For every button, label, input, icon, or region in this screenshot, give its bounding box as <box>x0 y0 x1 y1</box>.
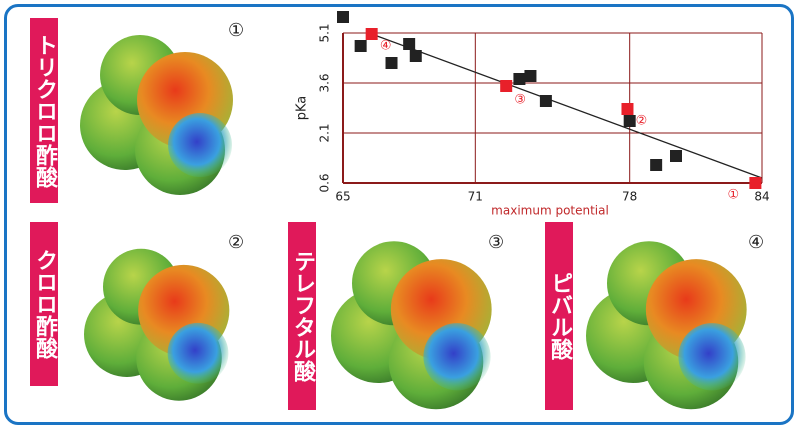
point <box>355 40 367 52</box>
point <box>749 177 761 189</box>
point <box>403 38 415 50</box>
chart: maximum potential pKa 0.6 2.1 3.6 5.1 65 71 78… <box>0 0 796 427</box>
x-tick-label: 78 <box>622 190 637 204</box>
x-tick-label: 71 <box>468 190 483 204</box>
y-tick-label: 5.1 <box>318 23 332 42</box>
point <box>366 28 378 40</box>
point-label: ③ <box>514 93 526 108</box>
point <box>337 11 349 23</box>
point <box>621 103 633 115</box>
point <box>386 57 398 69</box>
point <box>410 50 422 62</box>
x-axis-label: maximum potential <box>491 204 609 218</box>
point <box>524 70 536 82</box>
point <box>624 115 636 127</box>
point-label: ④ <box>380 39 392 54</box>
y-tick-label: 0.6 <box>318 173 332 192</box>
y-tick-label: 3.6 <box>318 73 332 92</box>
point-label: ① <box>728 188 740 203</box>
x-tick-label: 65 <box>335 190 350 204</box>
point-label: ② <box>636 114 648 129</box>
point <box>650 159 662 171</box>
point <box>500 80 512 92</box>
page: トリクロロ酢酸 クロロ酢酸 テレフタル酸 ピバル酸 ① ② ③ ④ maximu… <box>0 0 796 427</box>
x-tick-label: 84 <box>754 190 769 204</box>
y-tick-label: 2.1 <box>318 123 332 142</box>
y-axis-label: pKa <box>295 96 310 121</box>
point <box>540 95 552 107</box>
point <box>513 73 525 85</box>
point <box>670 150 682 162</box>
trendline <box>372 34 762 178</box>
